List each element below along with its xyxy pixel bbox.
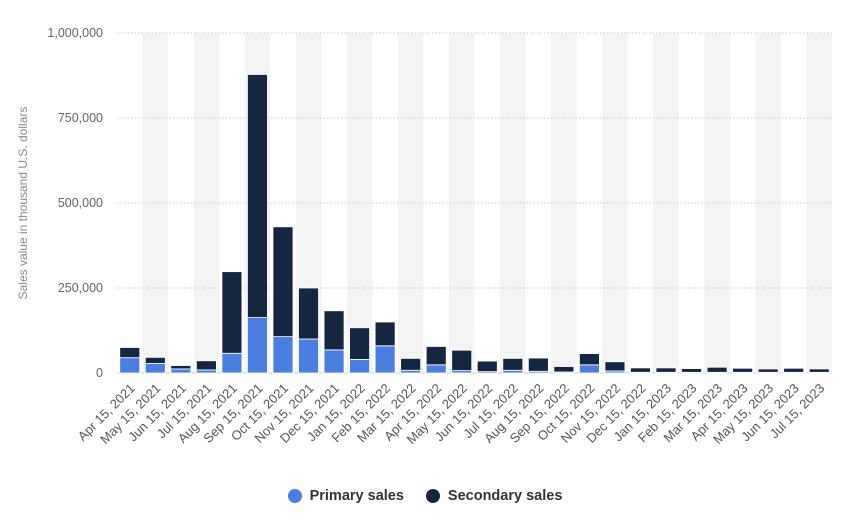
bar-secondary-sales[interactable] [502,357,524,371]
y-tick-label: 500,000 [58,196,103,210]
bar-primary-sales[interactable] [195,369,217,374]
bar-primary-sales[interactable] [349,358,370,374]
legend: Primary sales Secondary sales [0,488,850,504]
bar-secondary-sales[interactable] [451,349,473,372]
bar-secondary-sales[interactable] [579,353,600,366]
bar-primary-sales[interactable] [298,338,319,374]
legend-label-secondary-sales: Secondary sales [447,488,563,504]
bar-secondary-sales[interactable] [374,321,396,347]
y-tick-label: 0 [96,366,103,380]
bar-primary-sales[interactable] [221,352,243,374]
bar-primary-sales[interactable] [579,364,600,374]
bar-secondary-sales[interactable] [808,368,830,373]
bar-secondary-sales[interactable] [655,367,677,373]
bar-secondary-sales[interactable] [195,360,217,371]
legend-marker-secondary-sales [425,489,440,503]
bar-secondary-sales[interactable] [604,361,626,372]
bar-secondary-sales[interactable] [272,226,294,338]
bar-primary-sales[interactable] [425,364,447,374]
bar-secondary-sales[interactable] [400,357,422,371]
bar-secondary-sales[interactable] [425,346,447,366]
y-tick-label: 1,000,000 [47,26,103,40]
bar-primary-sales[interactable] [400,369,422,374]
bar-primary-sales[interactable] [170,368,192,374]
bar-primary-sales[interactable] [119,357,141,374]
legend-item-primary-sales[interactable]: Primary sales [287,488,404,504]
bar-secondary-sales[interactable] [247,74,268,318]
bar-primary-sales[interactable] [144,363,166,374]
bar-secondary-sales[interactable] [706,366,728,373]
bar-secondary-sales[interactable] [170,365,192,370]
y-axis-title: Sales value in thousand U.S. dollars [16,107,30,300]
bar-primary-sales[interactable] [272,336,294,374]
stacked-bar-chart: 0 250,000 500,000 750,000 1,000,000 Sales val… [16,26,832,447]
bar-primary-sales[interactable] [374,345,396,374]
legend-marker-primary-sales [287,489,302,503]
y-tick-label: 750,000 [58,111,103,125]
bar-secondary-sales[interactable] [527,357,549,372]
legend-label-primary-sales: Primary sales [309,488,404,504]
bar-secondary-sales[interactable] [630,367,651,373]
bar-secondary-sales[interactable] [298,287,319,340]
bar-secondary-sales[interactable] [119,347,141,359]
bar-secondary-sales[interactable] [553,366,575,373]
bar-secondary-sales[interactable] [732,367,754,373]
bar-secondary-sales[interactable] [681,368,702,373]
y-tick-label: 250,000 [58,281,103,295]
bar-secondary-sales[interactable] [783,367,805,373]
bar-secondary-sales[interactable] [476,360,498,373]
bar-secondary-sales[interactable] [349,327,370,360]
bar-primary-sales[interactable] [323,349,345,374]
bar-secondary-sales[interactable] [323,310,345,351]
bar-secondary-sales[interactable] [757,368,779,373]
bar-secondary-sales[interactable] [221,271,243,354]
bar-secondary-sales[interactable] [144,356,166,364]
bar-primary-sales[interactable] [502,369,524,374]
bar-primary-sales[interactable] [247,317,268,374]
legend-item-secondary-sales[interactable]: Secondary sales [425,488,563,504]
